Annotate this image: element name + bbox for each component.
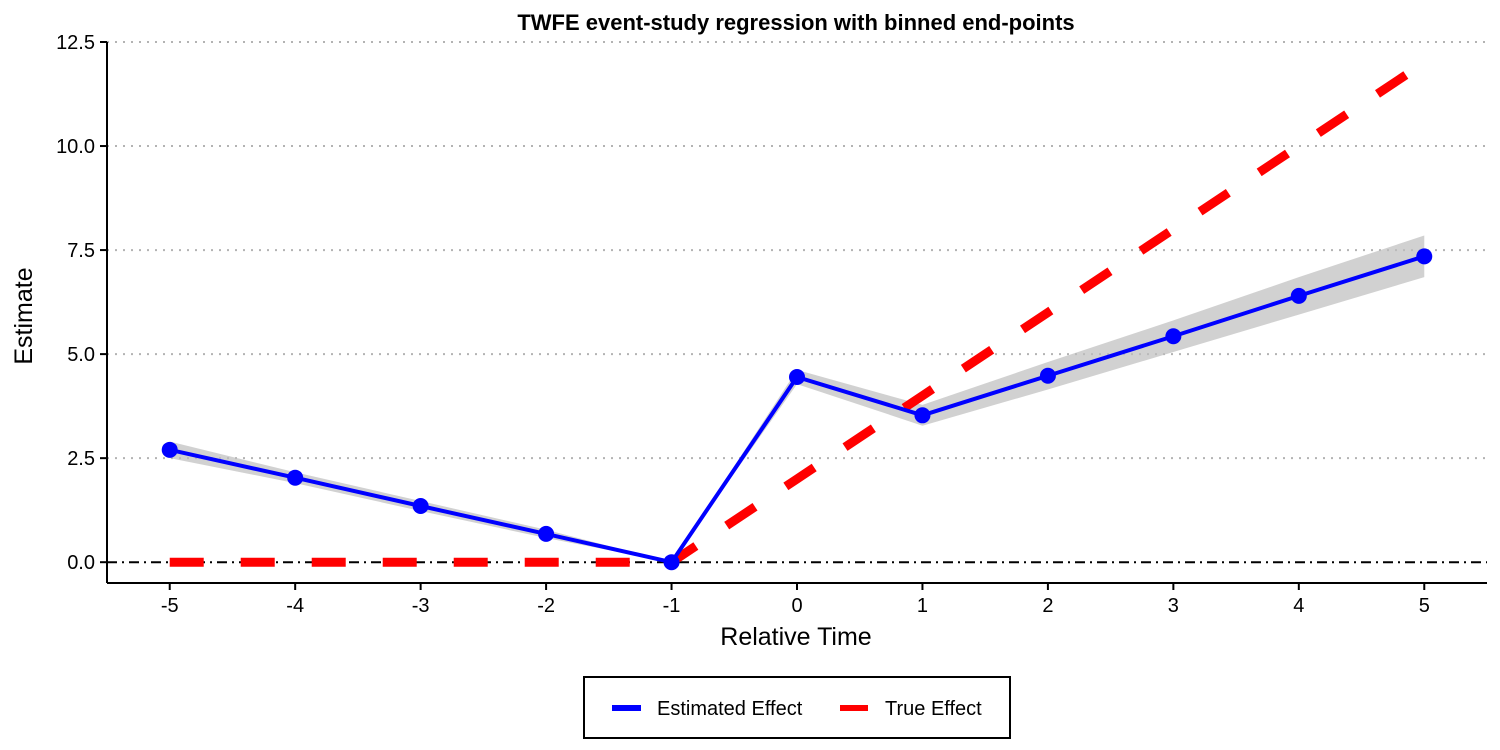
y-tick-label: 10.0 — [56, 136, 95, 158]
grid — [107, 41, 1487, 460]
x-tick-label: -3 — [412, 595, 430, 617]
true-effect-line — [169, 59, 1427, 567]
x-axis-label: Relative Time — [720, 623, 871, 651]
estimate-point — [1416, 248, 1433, 265]
y-axis-label: Estimate — [10, 267, 38, 364]
points — [161, 248, 1433, 571]
estimate-point — [663, 554, 680, 571]
x-tick-label: -5 — [161, 595, 179, 617]
y-tick-label: 2.5 — [67, 448, 95, 470]
confidence-band-group — [169, 235, 1425, 563]
x-tick-label: 2 — [1042, 595, 1053, 617]
x-tick-label: -4 — [286, 595, 304, 617]
confidence-band — [169, 235, 1425, 563]
legend-box — [583, 676, 1011, 739]
estimate-point — [789, 369, 805, 386]
legend-label-true: True Effect — [885, 698, 982, 720]
legend: Estimated Effect True Effect — [583, 676, 1011, 739]
y-tick-label: 12.5 — [56, 32, 95, 54]
legend-label-estimated: Estimated Effect — [657, 698, 803, 720]
y-tick-label: 7.5 — [67, 240, 95, 262]
ticks: 0.0 2.5 5.0 7.5 10.0 12.5 -5 -4 -3 -2 -1 0 1 2 3 4 5 — [56, 32, 1430, 617]
x-tick-label: 0 — [791, 595, 802, 617]
estimate-point — [914, 407, 931, 424]
x-tick-label: -1 — [663, 595, 681, 617]
x-tick-label: 5 — [1419, 595, 1430, 617]
x-tick-label: 3 — [1168, 595, 1179, 617]
estimate-point — [538, 525, 555, 542]
estimate-point — [412, 498, 429, 515]
y-tick-label: 5.0 — [67, 344, 95, 366]
x-tick-label: 4 — [1293, 595, 1304, 617]
estimate-point — [1165, 328, 1182, 345]
chart-title: TWFE event-study regression with binned … — [517, 10, 1074, 35]
estimate-point — [1290, 287, 1307, 304]
y-tick-label: 0.0 — [67, 552, 95, 574]
x-tick-label: 1 — [917, 595, 928, 617]
estimate-point — [1039, 367, 1056, 384]
estimate-point — [287, 469, 304, 486]
x-tick-label: -2 — [537, 595, 555, 617]
estimate-point — [161, 441, 178, 458]
